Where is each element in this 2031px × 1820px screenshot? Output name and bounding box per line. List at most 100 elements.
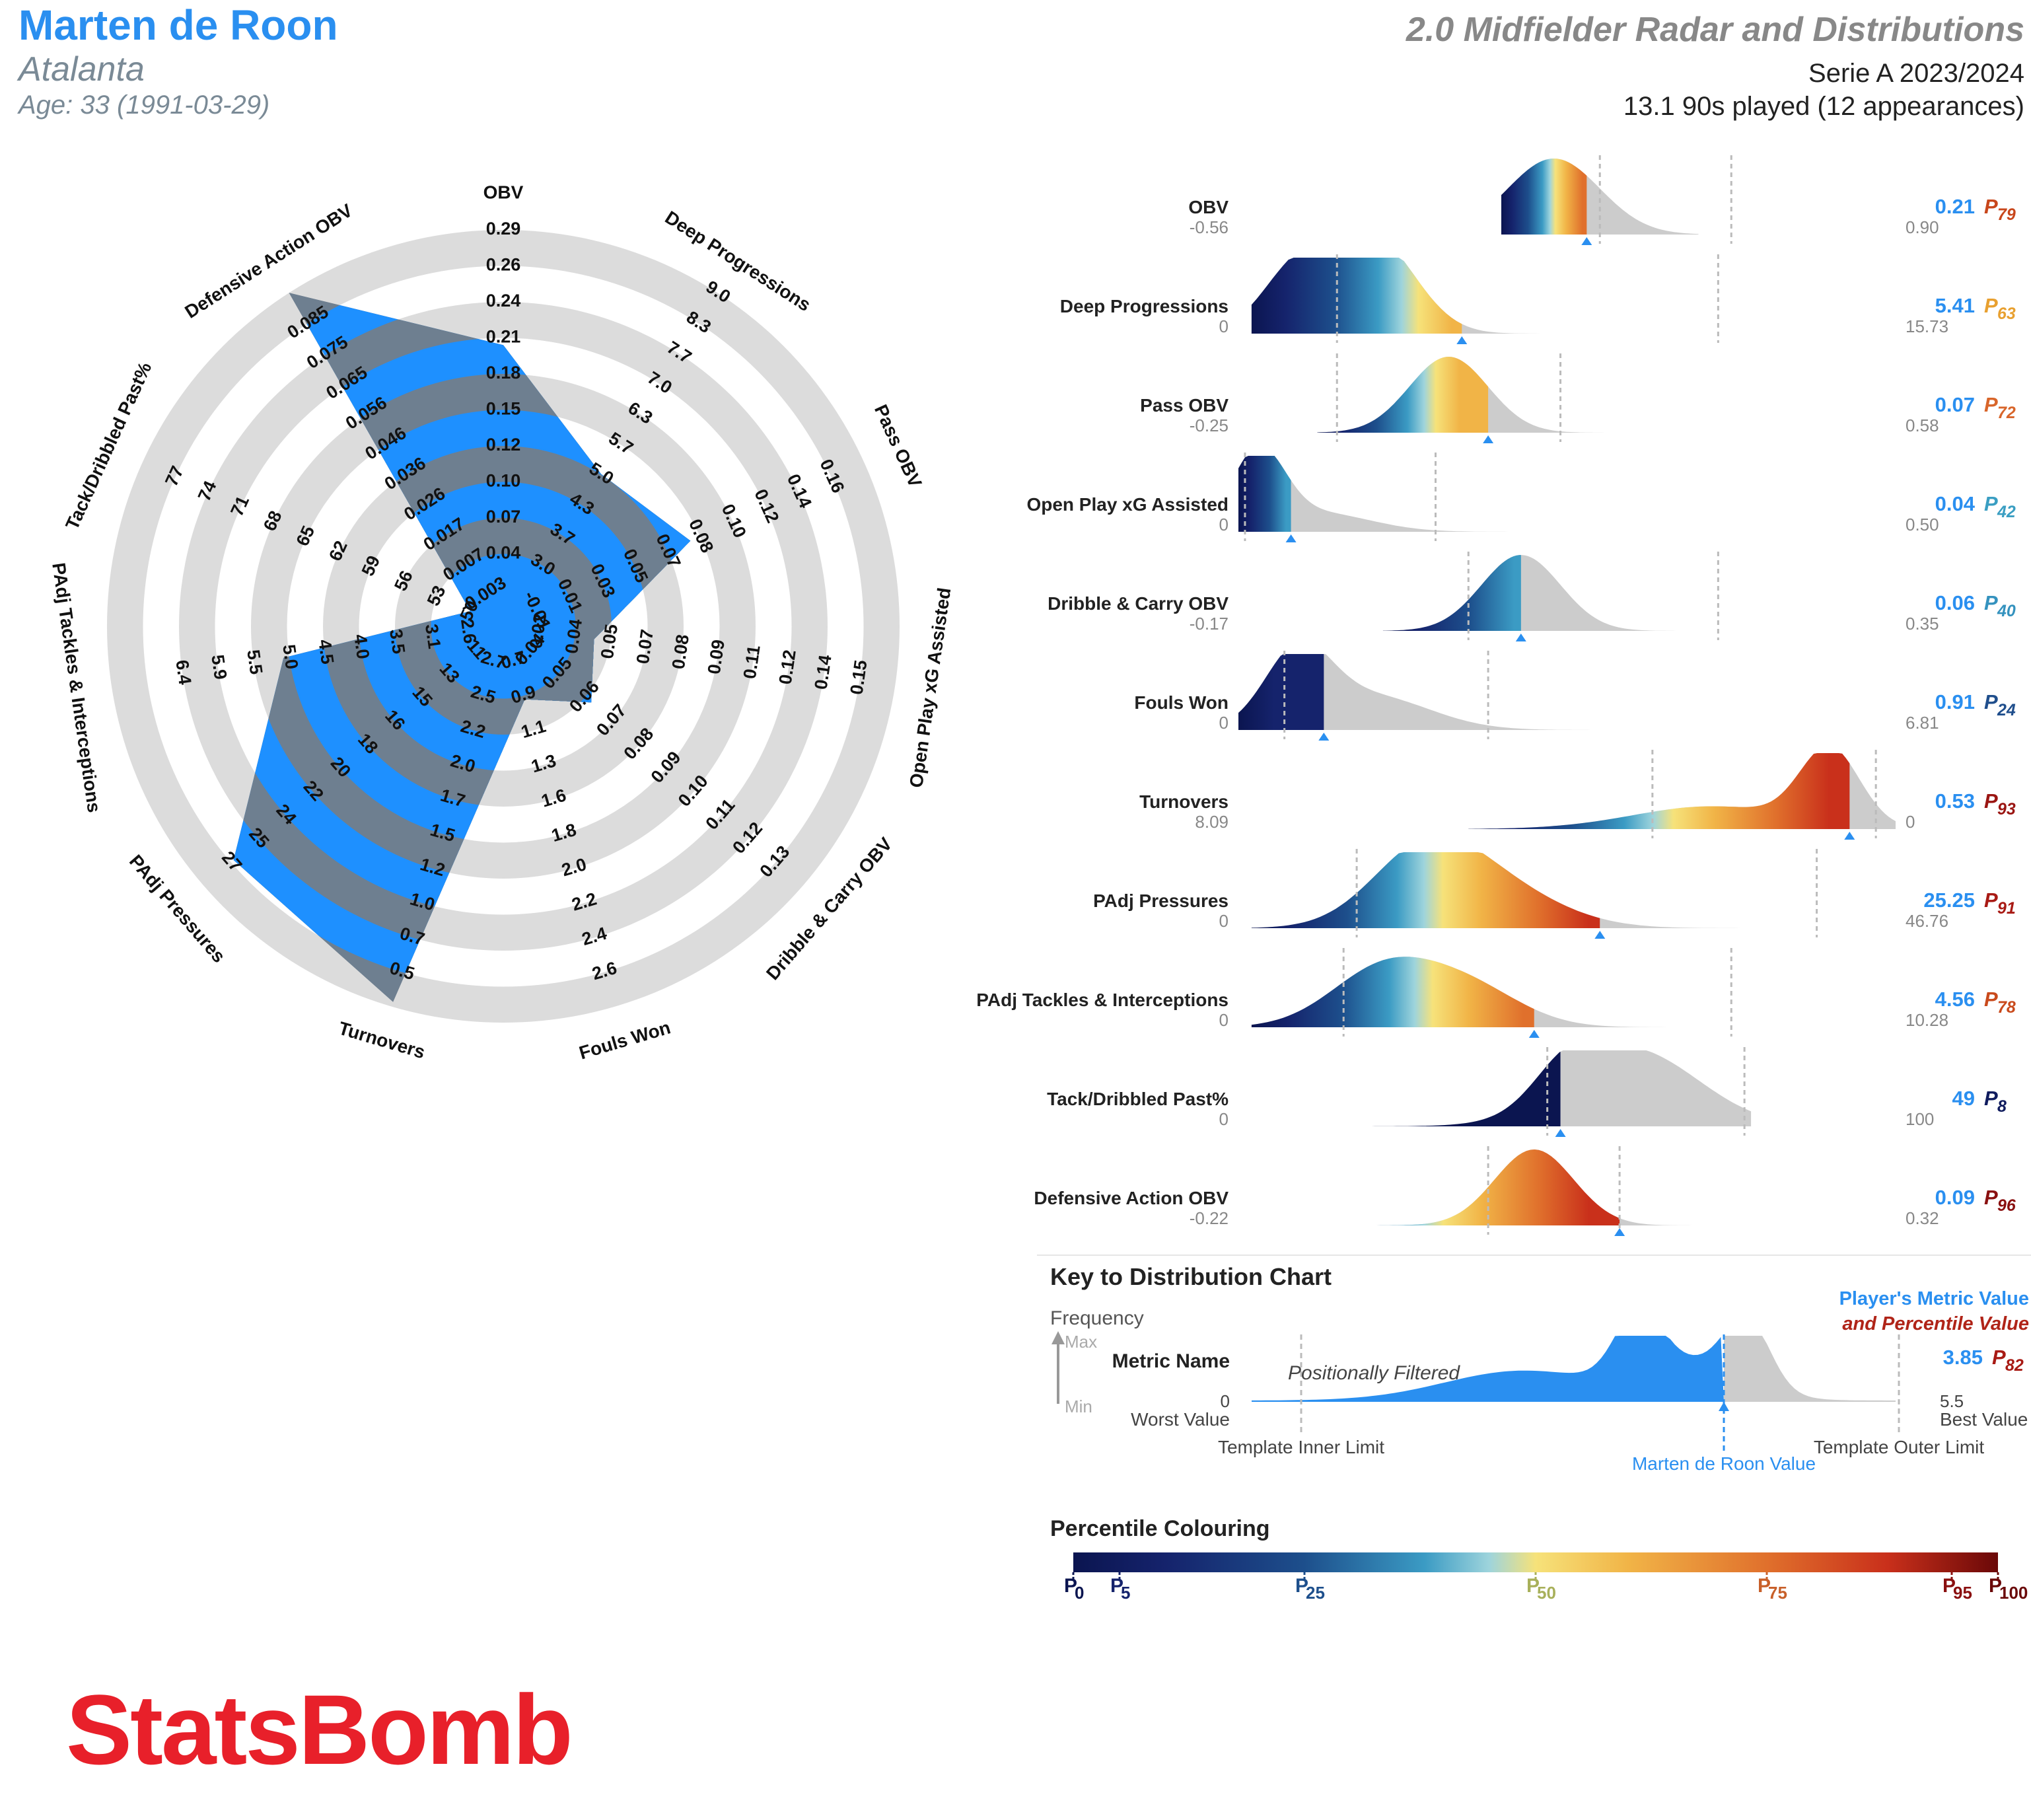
percentile-stop-p: P: [1064, 1575, 1077, 1597]
distribution-player-marker: [1528, 1030, 1540, 1038]
distribution-player-marker: [1318, 733, 1330, 741]
distribution-metric-name: Tack/Dribbled Past%: [1047, 1089, 1229, 1109]
distribution-player-marker: [1594, 931, 1606, 939]
distribution-filled-area: [1251, 957, 1534, 1027]
distribution-metric-name: OBV: [1188, 197, 1229, 217]
key-example-percentile-p: P: [1992, 1346, 2006, 1369]
distribution-row: Dribble & Carry OBV-0.17 0.350.06 P 40: [1048, 552, 2016, 641]
radar-chart: 0.04 0.07 0.10 0.12 0.15 0.18 0.21 0.24 0.26 0.29…: [48, 182, 954, 1063]
percentile-stop-p: P: [1110, 1575, 1123, 1597]
distribution-row: Tack/Dribbled Past%0 100 49 P 8: [1047, 1047, 2007, 1137]
distribution-metric-name: PAdj Pressures: [1093, 891, 1229, 911]
radar-tick-label: 0.29: [486, 219, 521, 238]
key-metric-name: Metric Name: [1112, 1350, 1230, 1372]
distribution-percentile-value: 96: [1997, 1196, 2016, 1215]
distribution-filled-area: [1317, 1050, 1561, 1126]
radar-axis-label: OBV: [483, 182, 524, 202]
team-name: Atalanta: [17, 50, 145, 89]
percentile-stop-p: P: [1526, 1575, 1540, 1597]
distribution-percentile-value: 72: [1997, 404, 2016, 422]
radar-tick-label: 0.05: [597, 623, 622, 660]
distribution-percentile-value: 93: [1997, 800, 2016, 819]
distribution-player-marker: [1285, 534, 1297, 542]
distribution-player-marker: [1581, 237, 1592, 245]
radar-center-value: [467, 590, 540, 663]
key-outer-limit-label: Template Outer Limit: [1814, 1437, 1985, 1457]
radar-tick-label: 0.24: [486, 291, 521, 310]
distribution-player-value: 5.41: [1935, 294, 1975, 317]
distribution-row: OBV-0.56 0.900.21 P 79: [1188, 155, 2016, 245]
distribution-percentile-value: 78: [1997, 998, 2016, 1017]
percentile-colouring-title: Percentile Colouring: [1050, 1516, 1270, 1541]
key-frequency: Frequency: [1050, 1307, 1144, 1329]
template-title: 2.0 Midfielder Radar and Distributions: [1406, 11, 2024, 49]
distribution-player-marker: [1844, 832, 1855, 840]
radar-tick-label: 0.21: [486, 327, 521, 347]
distribution-right-value: 0.50: [1906, 515, 1939, 534]
distribution-metric-name: Dribble & Carry OBV: [1048, 593, 1229, 614]
key-best-value: Best Value: [1940, 1409, 2028, 1430]
distribution-left-value: 8.09: [1195, 812, 1229, 832]
distribution-shape: [1238, 456, 1633, 532]
key-arrow-head: [1051, 1331, 1065, 1344]
distribution-percentile-value: 91: [1997, 899, 2016, 918]
distribution-percentile-p: P: [1984, 294, 1998, 317]
distribution-percentile-p: P: [1984, 988, 1998, 1011]
distribution-filled-area: [1468, 753, 1850, 829]
distribution-left-value: 0: [1219, 713, 1229, 733]
distribution-key: Key to Distribution Chart Player's Metri…: [1037, 1255, 2031, 1474]
radar-axis-label: Open Play xG Assisted: [906, 586, 954, 789]
distribution-player-value: 0.53: [1935, 789, 1975, 813]
distribution-filled-area: [1382, 555, 1521, 631]
distribution-right-value: 0.90: [1906, 217, 1939, 237]
distribution-player-marker: [1483, 435, 1494, 443]
distribution-left-value: -0.22: [1190, 1208, 1229, 1228]
key-zero: 0: [1221, 1391, 1230, 1411]
distribution-metric-name: Defensive Action OBV: [1034, 1188, 1229, 1208]
distribution-shape: [1382, 555, 1732, 631]
radar-tick-label: 3.5: [386, 628, 409, 655]
distribution-player-marker: [1515, 634, 1526, 641]
key-players-metric-value: Player's Metric Value: [1839, 1288, 2029, 1309]
key-player-value-label: Marten de Roon Value: [1632, 1453, 1816, 1474]
competition-season: Serie A 2023/2024: [1808, 59, 2024, 88]
radar-axis-label: Pass OBV: [871, 402, 926, 491]
distribution-left-value: 0: [1219, 515, 1229, 534]
distribution-player-marker: [1614, 1228, 1625, 1236]
radar-tick-label: 0.12: [486, 435, 521, 455]
distribution-percentile-value: 8: [1997, 1097, 2007, 1116]
key-example-percentile: 82: [2005, 1356, 2024, 1375]
distribution-player-value: 0.04: [1935, 492, 1976, 515]
distribution-metric-name: Deep Progressions: [1060, 296, 1229, 316]
distribution-row: Pass OBV-0.25 0.580.07 P 72: [1140, 353, 2016, 443]
distribution-player-value: 49: [1952, 1087, 1975, 1110]
distribution-right-value: 15.73: [1906, 316, 1948, 336]
distribution-percentile-value: 79: [1997, 205, 2016, 224]
distribution-right-value: 0.32: [1906, 1208, 1939, 1228]
player-age: Age: 33 (1991-03-29): [17, 91, 269, 120]
radar-tick-label: 0.12: [775, 649, 800, 686]
distribution-player-marker: [1456, 336, 1468, 344]
key-inner-limit-label: Template Inner Limit: [1218, 1437, 1384, 1457]
radar-tick-label: 0.04: [561, 618, 586, 655]
distribution-metric-name: Turnovers: [1139, 791, 1229, 812]
distribution-metric-name: PAdj Tackles & Interceptions: [976, 990, 1229, 1010]
distribution-filled-area: [1238, 456, 1291, 532]
distribution-row: Defensive Action OBV-0.22 0.320.09 P 96: [1034, 1146, 2016, 1236]
distribution-player-value: 0.91: [1935, 690, 1975, 713]
percentile-stop-p: P: [1295, 1575, 1308, 1597]
radar-axis-label: Turnovers: [336, 1018, 427, 1063]
percentile-stop-p: P: [1942, 1575, 1956, 1597]
distribution-right-value: 100: [1906, 1109, 1934, 1129]
distribution-filled-area: [1238, 654, 1324, 730]
key-positionally-filtered: Positionally Filtered: [1288, 1362, 1460, 1384]
distribution-percentile-p: P: [1984, 889, 1998, 912]
key-distribution-remainder: [1724, 1336, 1896, 1402]
percentile-colour-bar: [1073, 1552, 1998, 1572]
distribution-metric-name: Open Play xG Assisted: [1026, 494, 1229, 515]
